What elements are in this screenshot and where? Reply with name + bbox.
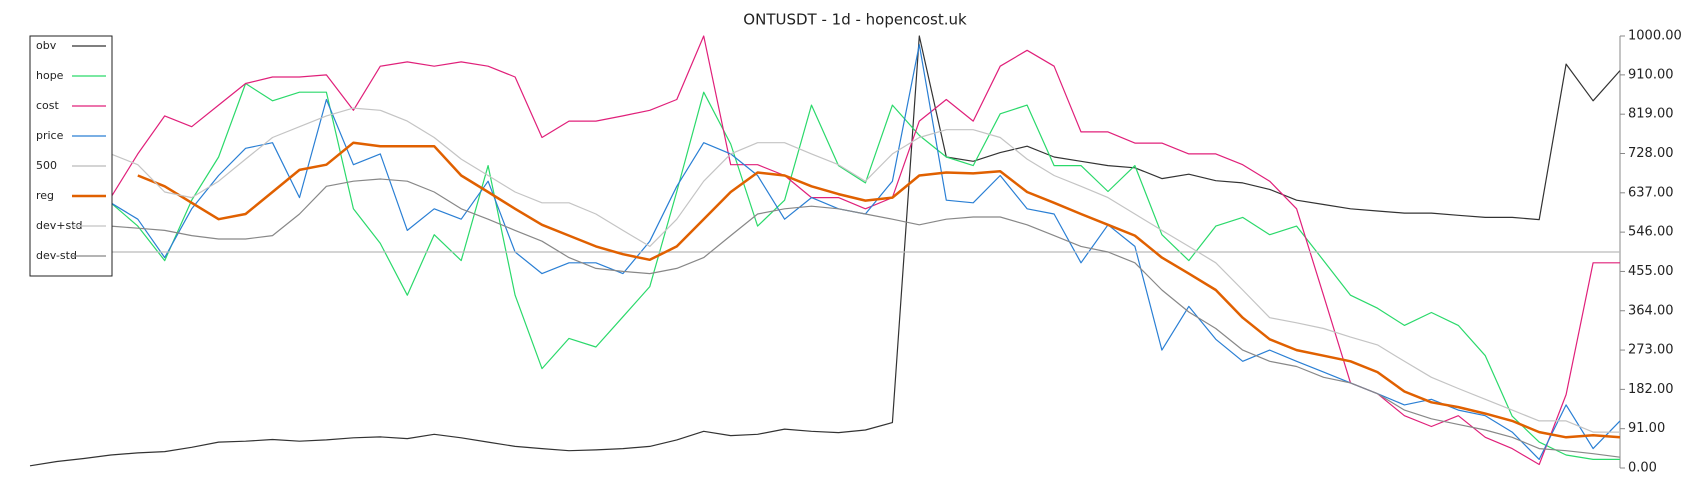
series-line	[29, 35, 1621, 467]
legend-label: price	[36, 129, 64, 142]
y-tick-label: 819.00	[1628, 107, 1674, 122]
y-tick-label: 637.00	[1628, 185, 1674, 200]
y-tick-label: 1000.00	[1628, 29, 1682, 44]
y-tick-label: 728.00	[1628, 146, 1674, 161]
chart-title: ONTUSDT - 1d - hopencost.uk	[743, 11, 967, 29]
y-tick-label: 546.00	[1628, 225, 1674, 240]
legend-label: cost	[36, 99, 60, 112]
legend-label: hope	[36, 69, 64, 82]
legend: obv hope cost price 500 reg dev+std dev-std	[29, 35, 113, 277]
legend-label: 500	[36, 159, 57, 172]
y-tick-label: 182.00	[1628, 382, 1674, 397]
y-tick-label: 910.00	[1628, 67, 1674, 82]
y-tick-label: 364.00	[1628, 303, 1674, 318]
series-line	[137, 141, 1621, 439]
legend-label: dev-std	[36, 249, 77, 262]
legend-label: reg	[36, 189, 54, 202]
y-tick-label: 91.00	[1628, 421, 1665, 436]
y-tick-label: 455.00	[1628, 264, 1674, 279]
legend-label: obv	[36, 39, 57, 52]
series-line	[110, 82, 1620, 460]
y-tick-label: 0.00	[1628, 461, 1657, 476]
series-line	[110, 178, 1621, 458]
series-line	[110, 107, 1620, 433]
legend-label: dev+std	[36, 219, 83, 232]
y-tick-label: 273.00	[1628, 343, 1674, 358]
